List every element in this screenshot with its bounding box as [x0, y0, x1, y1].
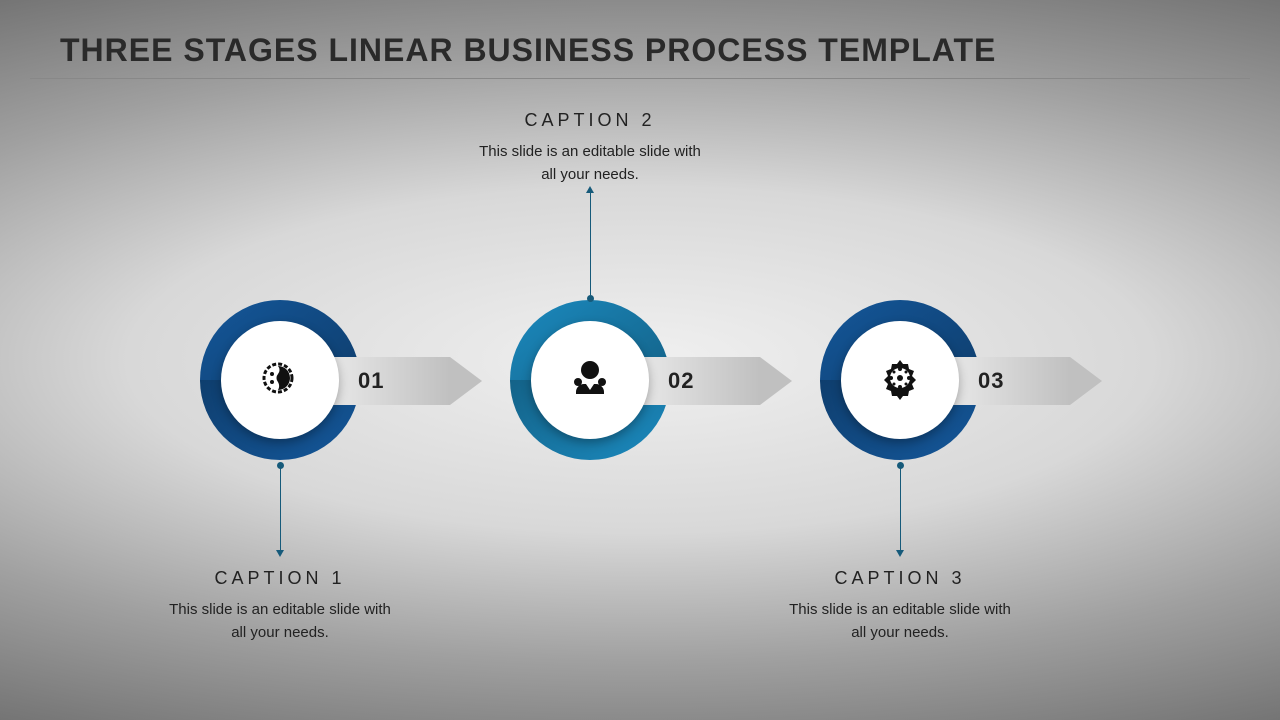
connector-3-dot [897, 462, 904, 469]
stage-3-number: 03 [978, 368, 1004, 394]
connector-2 [590, 190, 591, 295]
stage-1-circle [221, 321, 339, 439]
connector-2-dot [587, 295, 594, 302]
caption-1-desc: This slide is an editable slide with all… [160, 599, 400, 644]
caption-2-desc: This slide is an editable slide with all… [470, 141, 710, 186]
stage-2: 02 [510, 280, 710, 480]
stage-3-arrow-tip [1070, 357, 1102, 405]
caption-3: CAPTION 3 This slide is an editable slid… [780, 568, 1020, 644]
caption-2-title: CAPTION 2 [470, 110, 710, 131]
stage-3-circle [841, 321, 959, 439]
stage-2-circle [531, 321, 649, 439]
stage-1-arrow-tip [450, 357, 482, 405]
gear-atom-icon [876, 354, 924, 407]
connector-1-arrow [276, 550, 284, 557]
stage-1-number: 01 [358, 368, 384, 394]
stage-2-number: 02 [668, 368, 694, 394]
stage-2-arrow-tip [760, 357, 792, 405]
stage-1-arrow: 01 [330, 357, 450, 405]
connector-3 [900, 465, 901, 550]
stage-3: 03 [820, 280, 1020, 480]
caption-1: CAPTION 1 This slide is an editable slid… [160, 568, 400, 644]
stage-2-arrow: 02 [640, 357, 760, 405]
title-underline [30, 78, 1250, 79]
connector-1-dot [277, 462, 284, 469]
connector-2-arrow [586, 186, 594, 193]
gear-brain-icon [256, 354, 304, 407]
caption-2: CAPTION 2 This slide is an editable slid… [470, 110, 710, 186]
connector-1 [280, 465, 281, 550]
slide-title: THREE STAGES LINEAR BUSINESS PROCESS TEM… [60, 32, 996, 69]
team-bulb-icon [566, 354, 614, 407]
stage-1: 01 [200, 280, 400, 480]
stage-3-arrow: 03 [950, 357, 1070, 405]
caption-3-title: CAPTION 3 [780, 568, 1020, 589]
connector-3-arrow [896, 550, 904, 557]
caption-1-title: CAPTION 1 [160, 568, 400, 589]
caption-3-desc: This slide is an editable slide with all… [780, 599, 1020, 644]
